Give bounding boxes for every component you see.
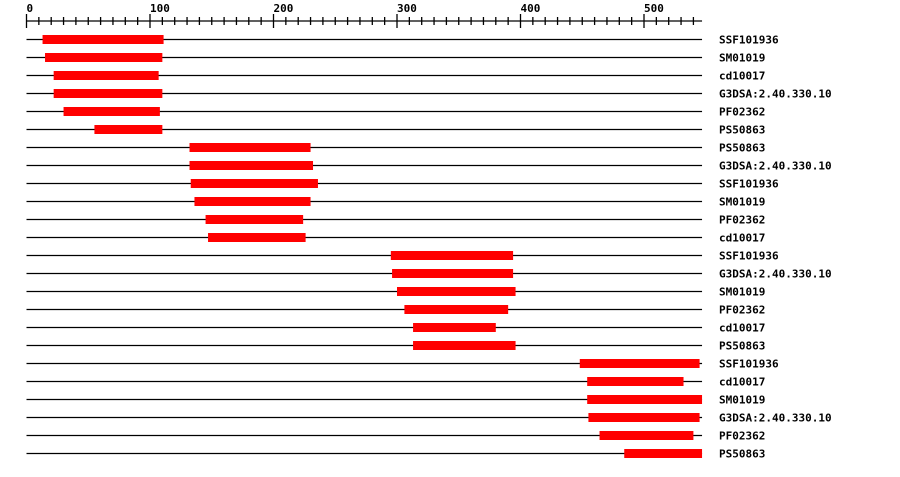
- domain-bar: [42, 35, 164, 44]
- domain-bar: [413, 341, 516, 350]
- track-label: PF02362: [719, 106, 765, 119]
- domain-bar: [587, 395, 703, 404]
- track-label: G3DSA:2.40.330.10: [719, 160, 832, 173]
- track-label: PF02362: [719, 304, 765, 317]
- track-label: SSF101936: [719, 250, 779, 263]
- domain-bar: [190, 179, 318, 188]
- track-label: cd10017: [719, 70, 765, 83]
- track-label: PS50863: [719, 448, 765, 461]
- domain-bar: [53, 89, 163, 98]
- track-label: cd10017: [719, 322, 765, 335]
- domain-bar: [587, 377, 684, 386]
- domain-bar: [413, 323, 496, 332]
- x-tick-label: 300: [397, 2, 417, 15]
- x-tick-label: 400: [521, 2, 541, 15]
- domain-bar: [588, 413, 700, 422]
- track-label: G3DSA:2.40.330.10: [719, 412, 832, 425]
- track-label: SSF101936: [719, 178, 779, 191]
- track-label: SM01019: [719, 52, 765, 65]
- domain-bar: [94, 125, 163, 134]
- domain-bar: [205, 215, 304, 224]
- track-label: SM01019: [719, 196, 765, 209]
- track-label: SSF101936: [719, 34, 779, 47]
- domain-bar: [404, 305, 509, 314]
- domain-bar: [599, 431, 694, 440]
- track-label: PF02362: [719, 214, 765, 227]
- domain-bar: [390, 251, 514, 260]
- domain-bar: [397, 287, 516, 296]
- track-label: PF02362: [719, 430, 765, 443]
- track-label: cd10017: [719, 376, 765, 389]
- track-label: G3DSA:2.40.330.10: [719, 268, 832, 281]
- track-label: cd10017: [719, 232, 765, 245]
- track-label: PS50863: [719, 340, 765, 353]
- x-tick-label: 100: [150, 2, 170, 15]
- track-label: SSF101936: [719, 358, 779, 371]
- track-label: PS50863: [719, 124, 765, 137]
- domain-bar: [189, 161, 314, 170]
- domain-bar: [624, 449, 703, 458]
- track-label: SM01019: [719, 286, 765, 299]
- track-label: G3DSA:2.40.330.10: [719, 88, 832, 101]
- track-label: PS50863: [719, 142, 765, 155]
- domain-bar: [392, 269, 514, 278]
- x-tick-label: 200: [274, 2, 294, 15]
- domain-bar: [63, 107, 160, 116]
- x-tick-label: 500: [644, 2, 664, 15]
- domain-bar: [208, 233, 306, 242]
- track-label: SM01019: [719, 394, 765, 407]
- domain-bar: [579, 359, 700, 368]
- domain-bar: [189, 143, 311, 152]
- domain-bar: [45, 53, 163, 62]
- domain-bar: [194, 197, 311, 206]
- x-tick-label: 0: [27, 2, 34, 15]
- domain-bar: [53, 71, 159, 80]
